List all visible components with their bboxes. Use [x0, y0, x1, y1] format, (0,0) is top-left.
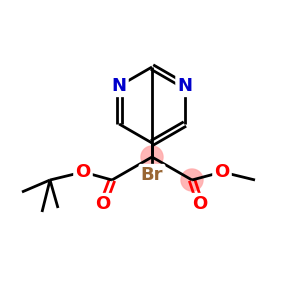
Text: N: N: [112, 77, 127, 95]
Text: O: O: [192, 195, 208, 213]
Text: O: O: [75, 163, 91, 181]
Text: N: N: [177, 77, 192, 95]
Circle shape: [181, 169, 203, 191]
Text: O: O: [214, 163, 230, 181]
Circle shape: [141, 146, 163, 168]
Text: Br: Br: [141, 166, 163, 184]
Text: O: O: [95, 195, 111, 213]
